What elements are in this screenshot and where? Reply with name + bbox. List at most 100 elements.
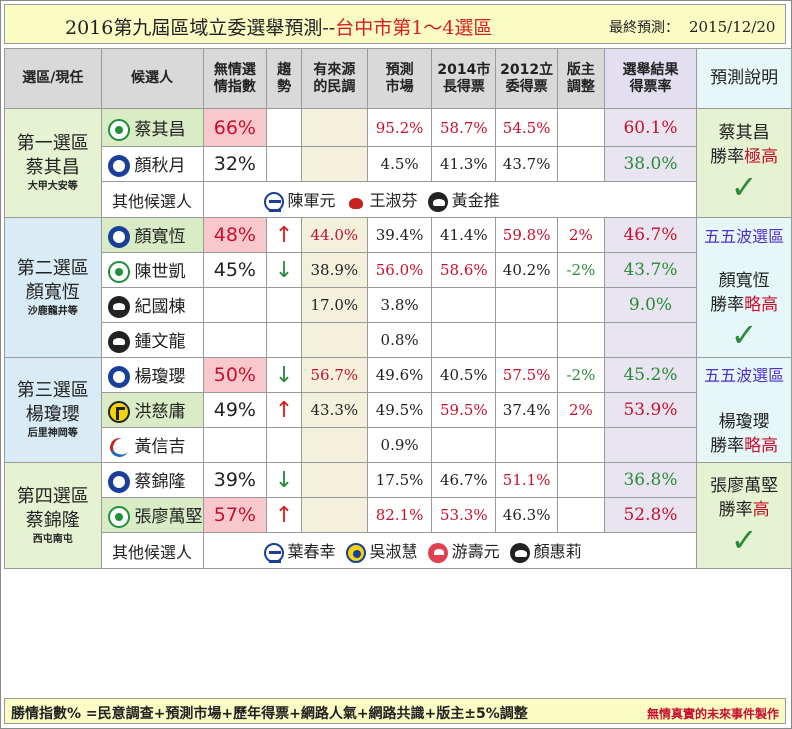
district-area: 西屯南屯 <box>32 533 73 545</box>
adjust-cell <box>557 146 605 182</box>
explain-rate-value: 略高 <box>744 436 779 456</box>
col-index: 無情選 情指數 <box>202 48 268 109</box>
y2014-cell <box>431 287 497 323</box>
explain-rate: 勝率高 <box>698 498 791 522</box>
candidate-cell: 鍾文龍 <box>100 322 204 358</box>
market-cell: 95.2% <box>366 108 433 147</box>
party-icon <box>107 331 130 353</box>
other-candidate-name: 吳淑慧 <box>369 542 418 562</box>
explain-tag: 五五波選區 <box>704 366 785 385</box>
table-row: 鍾文龍 0.8% <box>5 322 792 358</box>
y2012-cell: 43.7% <box>495 146 559 182</box>
party-icon <box>107 226 130 248</box>
prediction-label: 最終預測： <box>609 20 679 36</box>
candidate-cell: 蔡其昌 <box>100 108 204 147</box>
party-icon <box>107 155 130 177</box>
district-incumbent: 顏寬恆 <box>25 281 80 303</box>
adjust-cell <box>557 322 605 358</box>
poll-cell: 17.0% <box>300 287 368 323</box>
explain-rate-label: 勝率 <box>710 436 745 456</box>
y2012-cell: 51.1% <box>495 462 559 498</box>
other-candidate: 王淑芬 <box>345 191 418 212</box>
y2012-cell <box>495 322 559 358</box>
adjust-cell: 2% <box>557 392 605 428</box>
candidate-name: 蔡錦隆 <box>134 472 186 492</box>
others-row: 其他候選人 葉春幸 吳淑慧 游壽元 顏惠莉 <box>5 532 792 569</box>
candidate-cell: 陳世凱 <box>100 252 204 288</box>
explain-rate: 勝率極高 <box>698 145 791 169</box>
col-candidate: 候選人 <box>100 48 204 109</box>
y2014-cell: 53.3% <box>431 497 497 533</box>
party-icon <box>107 261 130 283</box>
check-icon: ✓ <box>730 315 758 354</box>
market-cell: 0.8% <box>366 322 433 358</box>
result-cell: 9.0% <box>603 287 698 323</box>
others-list: 陳軍元 王淑芬 黃金推 <box>202 181 698 218</box>
others-label: 其他候選人 <box>100 532 204 569</box>
candidate-cell: 紀國棟 <box>100 287 204 323</box>
col-trend: 趨勢 <box>266 48 302 109</box>
party-icon <box>107 366 130 388</box>
check-icon: ✓ <box>730 168 758 206</box>
trend-cell <box>266 287 302 323</box>
trend-cell <box>266 322 302 358</box>
col-market: 預測 市場 <box>366 48 433 109</box>
prediction-date: 最終預測： 2015/12/20 <box>609 17 775 37</box>
adjust-cell <box>557 497 605 533</box>
trend-cell: ↑ <box>266 217 302 253</box>
district-area: 大甲大安等 <box>27 181 78 192</box>
footer: 勝情指數% =民意調查+預測市場+歷年得票+網路人氣+網路共識+版主±5%調整 … <box>4 698 786 724</box>
explain-cell: 張廖萬堅 勝率高 ✓ <box>696 462 792 569</box>
explain-name: 蔡其昌 <box>718 123 770 143</box>
explain-name: 楊瓊瓔 <box>718 412 770 432</box>
index-cell: 39% <box>202 462 268 498</box>
footer-credit: 無情真實的未來事件製作 <box>646 707 779 721</box>
party-icon <box>107 118 130 141</box>
result-cell: 53.9% <box>603 392 698 428</box>
adjust-cell <box>557 462 605 498</box>
other-candidate: 葉春幸 <box>263 542 336 563</box>
other-candidate-name: 王淑芬 <box>369 191 418 211</box>
table-row: 紀國棟 17.0% 3.8% 9.0% <box>5 287 792 323</box>
col-poll: 有來源 的民調 <box>300 48 368 109</box>
candidate-name: 鍾文龍 <box>134 332 186 352</box>
y2014-cell: 41.3% <box>431 146 497 182</box>
others-label: 其他候選人 <box>100 181 204 218</box>
market-cell: 17.5% <box>366 462 433 498</box>
party-icon <box>107 471 130 493</box>
index-cell: 57% <box>202 497 268 533</box>
index-cell: 32% <box>202 146 268 182</box>
table-row: 陳世凱 45% ↓ 38.9% 56.0% 58.6% 40.2% -2% 43.7% <box>5 252 792 288</box>
table-row: 第四選區 蔡錦隆 西屯南屯 蔡錦隆 39% ↓ 17.5% 46.7% 51.1% 36.8%… <box>4 462 792 569</box>
table-row: 第二選區 顏寬恆 沙鹿龍井等 顏寬恆 48% ↑ 44.0% 39.4% 41.4% 59.8… <box>4 217 792 358</box>
party-icon <box>427 191 448 212</box>
y2014-cell <box>431 322 497 358</box>
candidate-name: 黃信吉 <box>134 437 186 457</box>
explain-rate-label: 勝率 <box>710 294 745 315</box>
title-main: 2016第九屆區域立委選舉預測-- <box>65 17 336 39</box>
district-cell: 第一選區 蔡其昌 大甲大安等 <box>4 108 102 218</box>
result-cell <box>603 427 698 463</box>
poll-cell: 56.7% <box>300 357 368 393</box>
poll-cell <box>300 427 368 463</box>
index-cell: 50% <box>202 357 268 393</box>
other-candidate-name: 顏惠莉 <box>533 542 582 562</box>
candidate-cell: 黃信吉 <box>100 427 204 463</box>
col-district: 選區/現任 <box>4 48 102 109</box>
market-cell: 49.6% <box>366 357 433 393</box>
prediction-table: 選區/現任 候選人 無情選 情指數 趨勢 有來源 的民調 預測 市場 2014市 長得票… <box>4 48 792 569</box>
party-icon <box>263 542 284 563</box>
y2014-cell <box>431 427 497 463</box>
result-cell: 36.8% <box>603 462 698 498</box>
party-icon <box>509 542 530 563</box>
y2012-cell <box>495 287 559 323</box>
party-icon <box>345 542 366 563</box>
footer-formula: 勝情指數% =民意調查+預測市場+歷年得票+網路人氣+網路共識+版主±5%調整 <box>11 706 528 722</box>
candidate-name: 蔡其昌 <box>134 119 186 140</box>
col-explain: 預測說明 <box>696 48 792 109</box>
poll-cell <box>300 108 368 147</box>
table-row: 第一選區 蔡其昌 大甲大安等 蔡其昌 66% 95.2% 58.7% 54.5% 60.1%… <box>4 108 792 218</box>
adjust-cell <box>557 427 605 463</box>
adjust-cell: 2% <box>557 217 605 253</box>
district-incumbent: 蔡錦隆 <box>25 509 80 531</box>
